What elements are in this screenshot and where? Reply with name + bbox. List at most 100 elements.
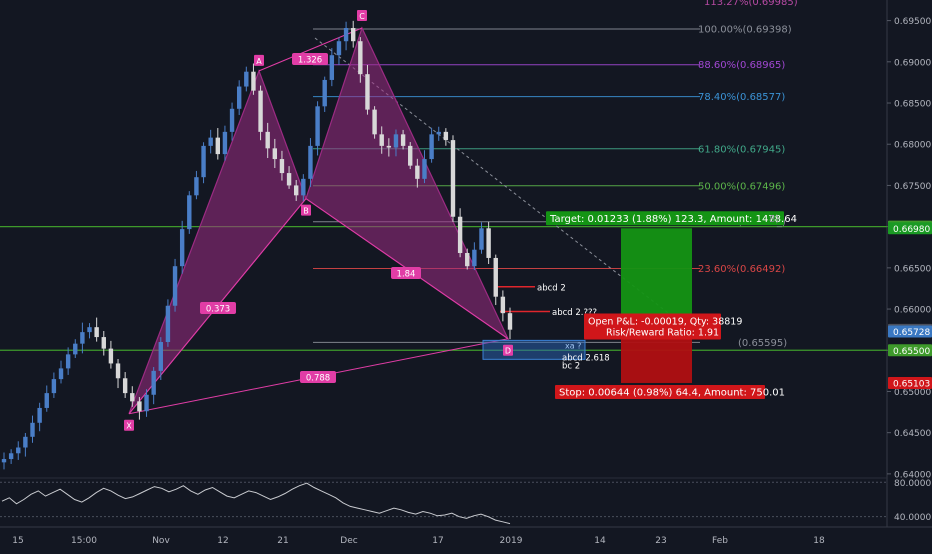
candle-body (37, 407, 42, 423)
time-tick-label: 17 (432, 536, 443, 546)
pattern-point-badge (124, 419, 134, 431)
candle-body (87, 327, 92, 333)
candle-body (165, 305, 171, 343)
time-tick-label: 15 (12, 536, 23, 546)
candle-body (144, 394, 149, 412)
oscillator-tick-label: 80.0000 (894, 479, 931, 489)
pl-label-box (584, 313, 721, 340)
stop-zone (621, 331, 692, 383)
candle-body (122, 378, 128, 394)
candle-body (507, 313, 513, 330)
candle-body (372, 109, 377, 135)
fib-level-label-partial: 8) (769, 214, 779, 225)
abcd-projection-label: abcd 2.618 (562, 353, 610, 363)
pattern-ratio-badge (391, 267, 421, 279)
price-tick-label: 0.68000 (894, 141, 931, 151)
fib-level-label: 23.60%(0.66492) (698, 264, 785, 275)
candle-body (73, 343, 78, 355)
time-tick-label: 2019 (500, 536, 523, 546)
candle-body (479, 228, 484, 250)
candle-body (101, 337, 106, 349)
candle-body (236, 86, 242, 109)
price-tick-label: 0.64000 (894, 470, 931, 480)
candle-body (415, 165, 420, 179)
abcd-projection-label: bc 2 (562, 362, 580, 372)
abcd-projection-label: abcd 2.??? (552, 308, 597, 318)
time-tick-label: 12 (217, 536, 228, 546)
candle-body (386, 145, 392, 148)
grid-layer (0, 0, 932, 528)
candle-body (187, 195, 192, 230)
pattern-point-badge (254, 54, 264, 66)
price-badge (888, 344, 932, 357)
candle-body (130, 393, 135, 402)
fib-level-label: 78.40%(0.68577) (698, 92, 785, 103)
candle-body (351, 28, 356, 42)
candle-body (44, 393, 49, 408)
candle-body (94, 327, 99, 338)
time-tick-label: 15:00 (71, 536, 97, 546)
candle-body (329, 55, 335, 80)
rr-label: Risk/Reward Ratio: 1.91 (606, 327, 719, 338)
pattern-point-badge (301, 204, 311, 216)
candle-body (472, 249, 477, 267)
fib-top-cut-label: 113.27%(0.69985) (704, 0, 798, 8)
abcd-projection-label: abcd 2 (537, 283, 566, 293)
candle-body (429, 134, 434, 160)
price-badge-label: 0.65500 (893, 347, 930, 357)
candle-body (308, 145, 313, 179)
candle-body (172, 266, 178, 306)
candle-body (51, 379, 57, 394)
candle-body (179, 229, 185, 267)
candle-body (229, 108, 235, 132)
pattern-ratio-label: 1.84 (397, 270, 416, 280)
time-tick-label: 14 (594, 536, 606, 546)
candle-body (222, 131, 228, 155)
pattern-point-label: B (303, 207, 309, 216)
price-tick-label: 0.66000 (894, 306, 931, 316)
pattern-point-badge (503, 344, 513, 356)
oscillator-panel: 80.0000 40.0000 (0, 479, 931, 525)
candle-body (158, 342, 163, 371)
candle-body (151, 370, 156, 395)
position-layer (621, 228, 692, 383)
price-axis: 0.695000.690000.685000.680000.675000.670… (887, 17, 932, 480)
candle-body (286, 173, 292, 186)
pattern-point-label: C (359, 12, 365, 21)
pattern-layer (128, 26, 586, 415)
candle-body (322, 79, 327, 107)
candle-body (201, 145, 206, 178)
fib-level-label: 61.80%(0.67945) (698, 144, 785, 155)
candle-body (1, 459, 7, 463)
candle-body (258, 90, 263, 132)
stop-label-box (555, 384, 765, 399)
price-badge (888, 222, 932, 235)
candle-body (8, 453, 14, 460)
candle-body (393, 134, 399, 148)
price-tick-label: 0.68500 (894, 100, 931, 110)
price-tick-label: 0.67500 (894, 182, 931, 192)
candle-body (336, 41, 342, 56)
candle-body (251, 71, 256, 91)
time-tick-label: Dec (340, 536, 357, 546)
pattern-ratio-label: 1.326 (298, 56, 322, 66)
candle-body (408, 145, 413, 166)
fib-level-label: 100.00%(0.69398) (698, 25, 792, 36)
candle-body (65, 354, 71, 369)
candle-body (137, 401, 142, 412)
price-badge-label: 0.65728 (893, 328, 930, 338)
candle-body (343, 28, 349, 42)
pl-label: Open P&L: -0.00019, Qty: 38819 (588, 316, 742, 327)
candle-body (58, 368, 64, 380)
candle-body (436, 131, 441, 135)
candle-body (400, 134, 406, 146)
candle-body (23, 436, 28, 448)
candle-body (486, 228, 491, 258)
price-tick-label: 0.65000 (894, 388, 931, 398)
candle-body (500, 296, 506, 314)
candle-body (465, 253, 470, 267)
candle-body (272, 148, 278, 160)
candle-body (301, 178, 306, 196)
